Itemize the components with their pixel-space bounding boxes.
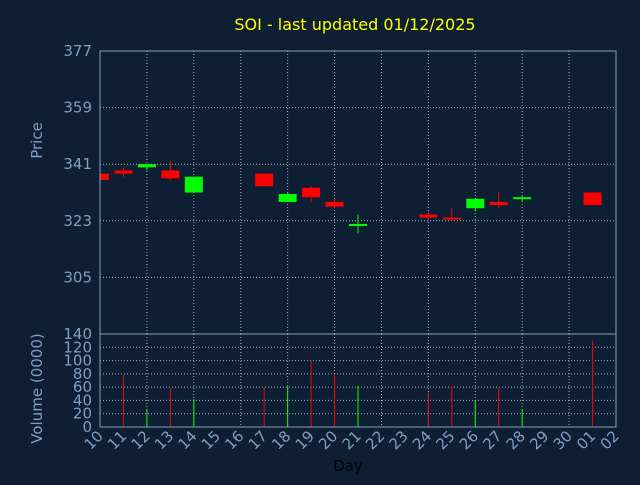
candle-12 bbox=[137, 164, 156, 171]
candle-body bbox=[100, 173, 109, 180]
x-tick-label: 15 bbox=[198, 427, 224, 453]
candle-body bbox=[302, 187, 321, 198]
price-plot-frame bbox=[99, 50, 617, 335]
x-tick-label: 11 bbox=[104, 427, 130, 453]
price-tick-label: 341 bbox=[63, 155, 92, 173]
candle-01 bbox=[583, 192, 602, 206]
candle-body bbox=[278, 194, 297, 202]
candlestick-series bbox=[99, 161, 602, 234]
x-tick-label: 16 bbox=[221, 427, 247, 453]
chart-title: SOI - last updated 01/12/2025 bbox=[234, 15, 475, 34]
candle-25 bbox=[442, 208, 461, 221]
x-tick-label: 12 bbox=[128, 427, 154, 453]
x-tick-label: 14 bbox=[174, 427, 200, 453]
candle-body bbox=[489, 201, 508, 206]
candle-body bbox=[419, 214, 438, 218]
candle-10 bbox=[99, 170, 109, 180]
x-tick-label: 17 bbox=[245, 427, 271, 453]
x-tick-label: 28 bbox=[503, 427, 529, 453]
x-tick-label: 13 bbox=[151, 427, 177, 453]
x-tick-label: 27 bbox=[479, 427, 505, 453]
x-tick-label: 02 bbox=[597, 427, 623, 453]
price-y-axis: 305 323 341 359 377 bbox=[63, 42, 92, 286]
x-axis: 1011121314151617181920212223242526272829… bbox=[81, 427, 623, 453]
candle-body bbox=[184, 176, 203, 193]
x-tick-label: 23 bbox=[386, 427, 412, 453]
x-tick-label: 25 bbox=[432, 427, 458, 453]
volume-tick-label: 40 bbox=[73, 391, 92, 409]
volume-tick-label: 100 bbox=[63, 352, 92, 370]
price-axis-label: Price bbox=[28, 122, 46, 159]
volume-series bbox=[122, 340, 594, 427]
candle-body bbox=[583, 192, 602, 206]
candle-body bbox=[442, 217, 461, 220]
candle-body bbox=[137, 164, 156, 168]
candle-body bbox=[114, 170, 133, 174]
candle-18 bbox=[278, 192, 297, 202]
price-tick-label: 323 bbox=[63, 212, 92, 230]
candle-26 bbox=[466, 198, 485, 212]
volume-tick-label: 120 bbox=[63, 338, 92, 356]
x-tick-label: 26 bbox=[456, 427, 482, 453]
price-tick-label: 359 bbox=[63, 99, 92, 117]
candle-17 bbox=[255, 173, 274, 187]
volume-tick-label: 140 bbox=[63, 325, 92, 343]
x-tick-label: 19 bbox=[292, 427, 318, 453]
volume-plot-frame bbox=[99, 333, 617, 428]
candle-24 bbox=[419, 211, 438, 221]
candle-20 bbox=[325, 198, 344, 209]
x-tick-label: 24 bbox=[409, 427, 435, 453]
candle-body bbox=[255, 173, 274, 187]
volume-tick-label: 60 bbox=[73, 378, 92, 396]
candle-body bbox=[513, 197, 532, 200]
x-tick-label: 18 bbox=[268, 427, 294, 453]
candle-11 bbox=[114, 167, 133, 177]
volume-tick-label: 0 bbox=[82, 418, 92, 436]
x-tick-label: 29 bbox=[526, 427, 552, 453]
candle-28 bbox=[513, 195, 532, 202]
x-tick-label: 01 bbox=[573, 427, 599, 453]
candle-body bbox=[325, 201, 344, 207]
price-tick-label: 305 bbox=[63, 268, 92, 286]
volume-tick-label: 20 bbox=[73, 405, 92, 423]
candle-body bbox=[349, 223, 367, 226]
candle-27 bbox=[489, 192, 508, 209]
x-tick-label: 21 bbox=[339, 427, 365, 453]
x-tick-label: 22 bbox=[362, 427, 388, 453]
candle-19 bbox=[302, 186, 321, 202]
x-tick-label: 30 bbox=[550, 427, 576, 453]
price-grid bbox=[100, 51, 616, 334]
candle-14 bbox=[184, 176, 203, 193]
x-tick-label: 20 bbox=[315, 427, 341, 453]
price-tick-label: 377 bbox=[63, 42, 92, 60]
volume-tick-label: 80 bbox=[73, 365, 92, 383]
candle-body bbox=[161, 170, 180, 179]
candle-13 bbox=[161, 161, 180, 180]
candle-body bbox=[466, 198, 485, 209]
candle-21 bbox=[349, 214, 367, 234]
volume-axis-label: Volume (0000) bbox=[28, 333, 46, 443]
x-axis-label: Day bbox=[333, 457, 363, 475]
